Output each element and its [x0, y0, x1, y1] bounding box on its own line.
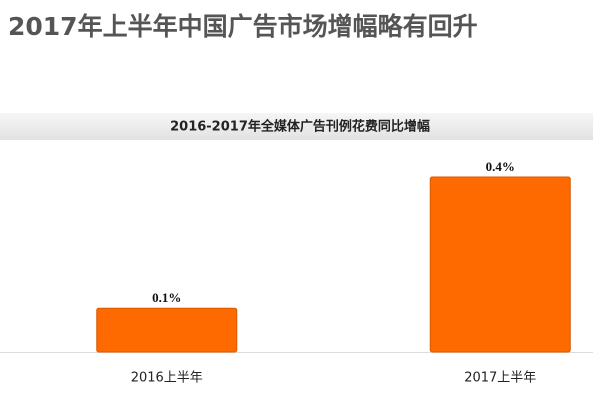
chart-title: 2017年上半年中国广告市场增幅略有回升	[8, 12, 478, 41]
bar	[429, 176, 571, 353]
value-label: 0.1%	[152, 290, 181, 305]
subtitle-band	[0, 113, 593, 140]
chart-subtitle: 2016-2017年全媒体广告刊例花费同比增幅	[170, 119, 430, 135]
value-label: 0.4%	[486, 159, 515, 174]
x-tick-label: 2016上半年	[131, 371, 203, 386]
bar	[96, 307, 238, 353]
x-tick-label: 2017上半年	[464, 371, 536, 386]
